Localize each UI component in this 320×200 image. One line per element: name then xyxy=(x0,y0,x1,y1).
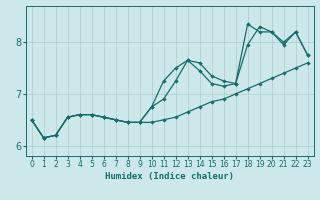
X-axis label: Humidex (Indice chaleur): Humidex (Indice chaleur) xyxy=(105,172,234,181)
